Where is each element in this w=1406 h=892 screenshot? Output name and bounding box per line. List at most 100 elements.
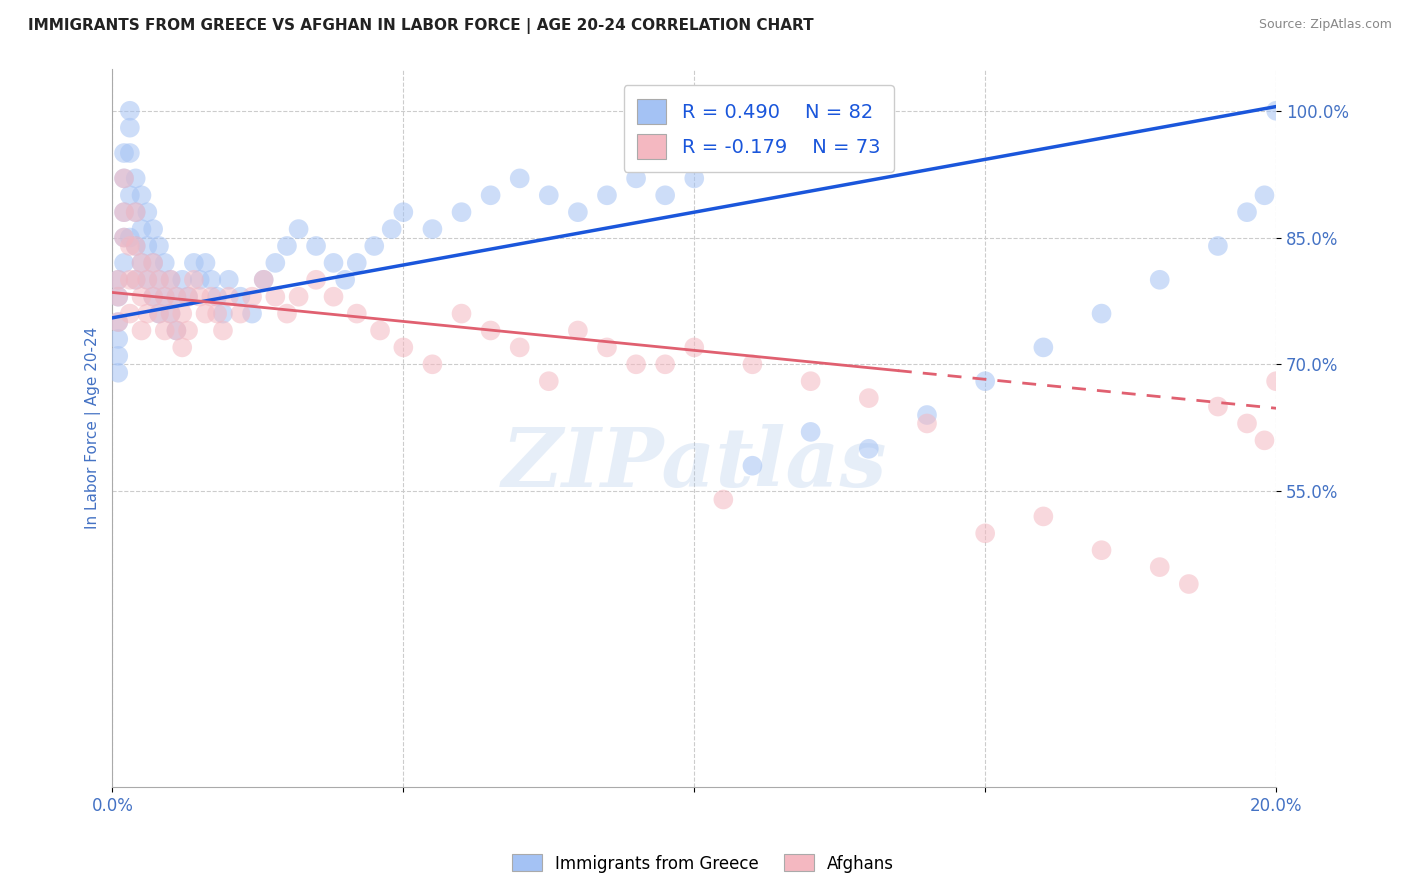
Point (287, 222, 309, 236)
Point (107, 315, 129, 329)
Point (165, 324, 187, 338)
Point (107, 349, 129, 363)
Point (711, 492, 734, 507)
Point (107, 332, 129, 346)
Point (136, 239, 159, 253)
Point (858, 442, 880, 456)
Point (322, 290, 344, 304)
Point (915, 417, 938, 431)
Point (1206, 239, 1229, 253)
Point (683, 340, 706, 354)
Point (974, 374, 997, 388)
Point (148, 307, 170, 321)
Point (479, 324, 502, 338)
Point (107, 366, 129, 380)
Point (240, 290, 263, 304)
Point (509, 340, 531, 354)
Point (276, 239, 298, 253)
Point (136, 307, 159, 321)
Point (153, 256, 176, 270)
Point (422, 357, 444, 371)
Point (112, 256, 135, 270)
Point (118, 307, 141, 321)
Point (118, 120, 141, 135)
Point (450, 205, 472, 219)
Point (858, 391, 880, 405)
Point (112, 205, 135, 219)
Point (194, 256, 217, 270)
Point (148, 273, 170, 287)
Point (683, 171, 706, 186)
Point (153, 290, 176, 304)
Point (118, 188, 141, 202)
Point (142, 290, 165, 304)
Point (741, 357, 763, 371)
Point (136, 273, 159, 287)
Point (125, 239, 148, 253)
Point (148, 273, 170, 287)
Point (915, 408, 938, 422)
Point (287, 290, 309, 304)
Point (131, 324, 153, 338)
Point (1265, 103, 1288, 118)
Point (322, 256, 344, 270)
Point (1206, 400, 1229, 414)
Point (118, 230, 141, 244)
Point (800, 425, 823, 439)
Point (264, 256, 287, 270)
Point (107, 273, 129, 287)
Point (165, 290, 187, 304)
Point (159, 273, 181, 287)
Point (218, 290, 240, 304)
Point (142, 256, 165, 270)
Point (112, 171, 135, 186)
Point (205, 290, 228, 304)
Point (1149, 560, 1171, 574)
Point (125, 205, 148, 219)
Point (1090, 543, 1112, 558)
Point (118, 239, 141, 253)
Point (596, 340, 619, 354)
Point (305, 239, 328, 253)
Point (450, 307, 472, 321)
Point (153, 290, 176, 304)
Point (172, 307, 194, 321)
Point (112, 230, 135, 244)
Point (229, 307, 252, 321)
Point (177, 324, 200, 338)
Point (1265, 374, 1288, 388)
Point (305, 273, 328, 287)
Point (125, 171, 148, 186)
Point (392, 205, 415, 219)
Point (654, 188, 676, 202)
Point (276, 307, 298, 321)
Point (131, 188, 153, 202)
Point (107, 290, 129, 304)
Point (253, 273, 276, 287)
Point (346, 256, 368, 270)
Point (112, 146, 135, 161)
Point (654, 357, 676, 371)
Point (1032, 340, 1054, 354)
Point (188, 290, 211, 304)
Point (125, 273, 148, 287)
Point (125, 273, 148, 287)
Point (125, 205, 148, 219)
Point (264, 290, 287, 304)
Point (136, 273, 159, 287)
Text: Source: ZipAtlas.com: Source: ZipAtlas.com (1258, 18, 1392, 31)
Point (1253, 188, 1275, 202)
Point (172, 273, 194, 287)
Point (112, 205, 135, 219)
Point (1032, 509, 1054, 524)
Point (381, 222, 404, 236)
Point (183, 256, 205, 270)
Point (1178, 577, 1201, 591)
Text: ZIPatlas: ZIPatlas (502, 424, 887, 504)
Point (188, 273, 211, 287)
Point (567, 324, 589, 338)
Point (205, 307, 228, 321)
Point (346, 307, 368, 321)
Point (131, 256, 153, 270)
Point (131, 290, 153, 304)
